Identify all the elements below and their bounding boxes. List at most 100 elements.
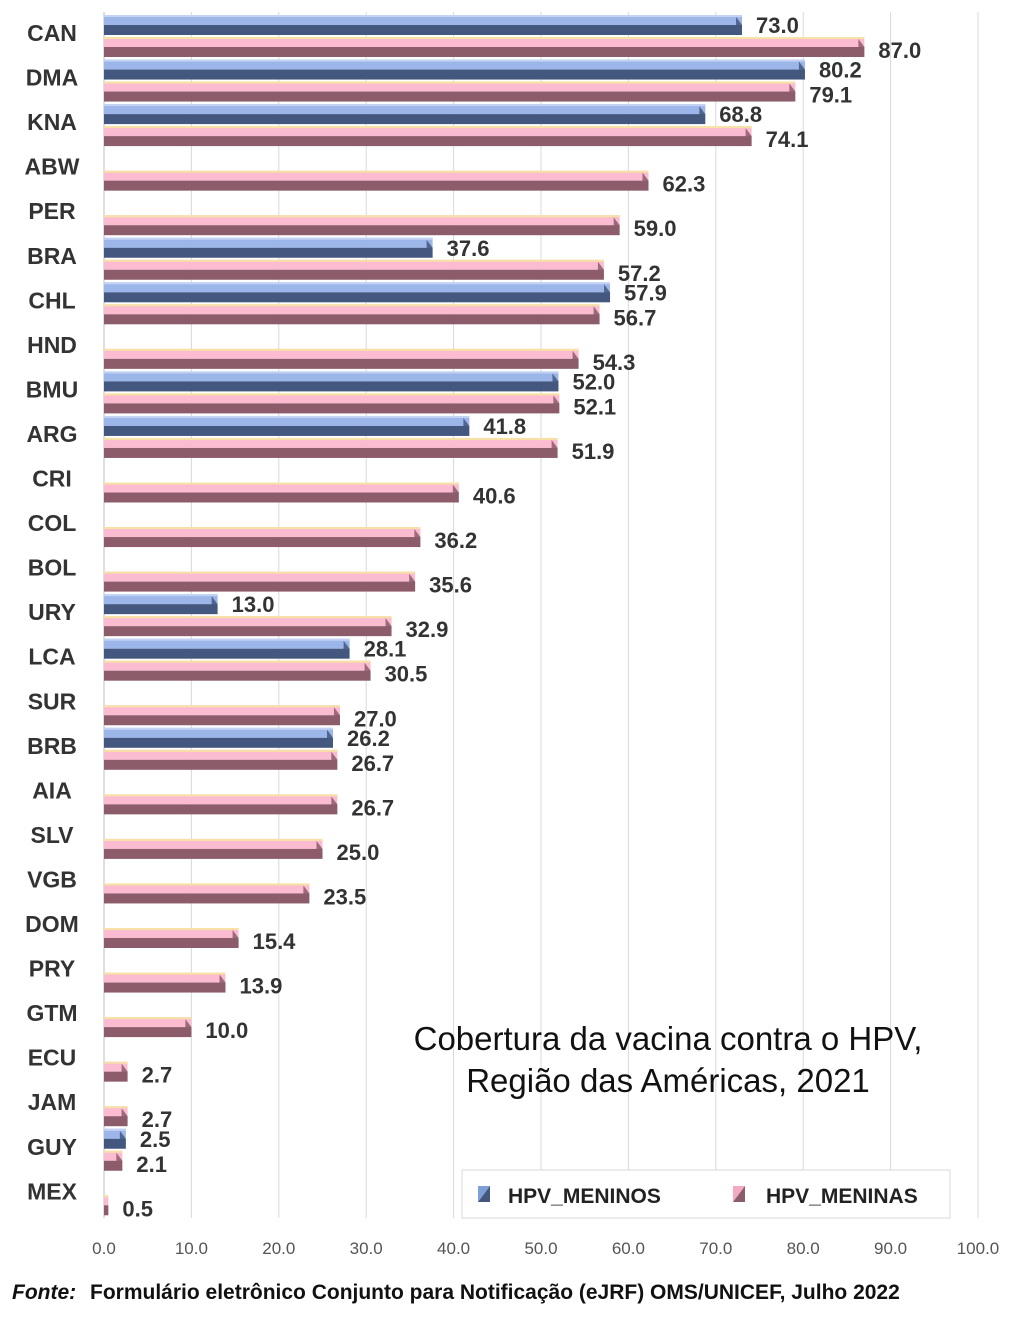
- value-label-meninas: 87.0: [878, 38, 921, 63]
- category-label: BOL: [28, 555, 77, 581]
- value-label-meninas: 59.0: [634, 216, 677, 241]
- category-label: MEX: [27, 1178, 78, 1204]
- category-label: BRA: [27, 243, 77, 269]
- legend-box: [461, 1169, 951, 1219]
- category-label: URY: [28, 599, 76, 625]
- bar-meninas: [104, 259, 604, 280]
- bar-meninas: [104, 348, 579, 369]
- bar-meninos: [104, 371, 559, 392]
- category-label: LCA: [28, 644, 75, 670]
- bar-meninas: [104, 883, 310, 904]
- source-note: Fonte: Formulário eletrônico Conjunto pa…: [12, 1281, 1012, 1305]
- source-text: Formulário eletrônico Conjunto para Noti…: [90, 1281, 900, 1304]
- category-label: PER: [28, 198, 76, 224]
- value-label-meninos: 28.1: [364, 637, 407, 662]
- x-tick-label: 60.0: [612, 1239, 645, 1258]
- value-label-meninos: 13.0: [232, 592, 275, 617]
- category-label: HND: [27, 332, 77, 358]
- category-label: COL: [28, 510, 77, 536]
- category-label: GTM: [26, 1000, 77, 1026]
- value-label-meninas: 25.0: [337, 840, 380, 865]
- value-label-meninas: 40.6: [473, 484, 516, 509]
- x-tick-label: 50.0: [524, 1239, 557, 1258]
- category-label: GUY: [27, 1134, 77, 1160]
- x-tick-label: 30.0: [350, 1239, 383, 1258]
- bar-meninos: [104, 282, 611, 303]
- bar-meninas: [104, 37, 865, 57]
- x-tick-label: 40.0: [437, 1239, 470, 1258]
- value-label-meninas: 2.1: [136, 1152, 167, 1177]
- x-tick-label: 80.0: [787, 1239, 820, 1258]
- value-label-meninas: 26.7: [351, 751, 394, 776]
- value-label-meninas: 27.0: [354, 706, 397, 731]
- category-label: BRB: [27, 733, 77, 759]
- value-label-meninas: 2.7: [142, 1063, 173, 1088]
- category-label: ARG: [26, 421, 77, 447]
- bar-meninas: [104, 928, 239, 948]
- value-label-meninos: 80.2: [819, 58, 862, 83]
- value-label-meninas: 32.9: [406, 617, 449, 642]
- bars: [104, 15, 865, 1216]
- category-label: CHL: [28, 287, 75, 313]
- chart-annotation-line-1: Cobertura da vacina contra o HPV,: [414, 1020, 923, 1057]
- value-label-meninas: 23.5: [323, 884, 366, 909]
- category-label: DOM: [25, 911, 79, 937]
- bar-meninos: [104, 15, 743, 35]
- value-label-meninas: 15.4: [253, 929, 297, 954]
- bar-meninas: [104, 838, 323, 859]
- value-label-meninos: 37.6: [447, 236, 490, 261]
- bar-meninos: [104, 59, 805, 80]
- value-label-meninos: 26.2: [347, 726, 390, 751]
- bar-meninos: [104, 415, 470, 436]
- category-label: SUR: [28, 688, 77, 714]
- bar-meninas: [104, 794, 338, 815]
- bar-meninas: [104, 1017, 192, 1038]
- value-label-meninas: 30.5: [385, 662, 428, 687]
- bar-meninas: [104, 1061, 128, 1082]
- bar-meninas: [104, 1150, 123, 1171]
- legend-label-meninas: HPV_MENINAS: [766, 1185, 918, 1208]
- bar-meninas: [104, 972, 226, 993]
- value-label-meninas: 74.1: [766, 127, 809, 152]
- value-label-meninas: 35.6: [429, 573, 472, 598]
- value-label-meninas: 56.7: [614, 305, 657, 330]
- x-tick-label: 10.0: [175, 1239, 208, 1258]
- category-label: DMA: [26, 65, 78, 91]
- value-label-meninas: 54.3: [593, 350, 636, 375]
- x-tick-label: 0.0: [92, 1239, 116, 1258]
- bar-meninas: [104, 1195, 109, 1216]
- bar-meninas: [104, 660, 371, 681]
- category-label: CAN: [27, 20, 77, 46]
- value-label-meninas: 62.3: [663, 172, 706, 197]
- value-label-meninas: 51.9: [572, 439, 615, 464]
- category-label: KNA: [27, 109, 77, 135]
- bar-meninas: [104, 749, 338, 770]
- labels: 0.0 10.0 20.0 30.0 40.0 50.0 60.0 70.0 80.0 90.0 1…: [25, 13, 1000, 1258]
- gridlines: [103, 12, 979, 1218]
- bar-meninas: [104, 571, 416, 592]
- legend-swatch-meninas: [733, 1186, 745, 1202]
- value-label-meninas: 13.9: [239, 974, 282, 999]
- category-label: ECU: [28, 1045, 77, 1071]
- source-label: Fonte:: [12, 1281, 77, 1304]
- value-label-meninos: 68.8: [719, 102, 762, 127]
- category-label: SLV: [30, 822, 74, 848]
- category-label: BMU: [26, 376, 78, 402]
- category-label: JAM: [28, 1089, 77, 1115]
- hpv-coverage-chart: 0.0 10.0 20.0 30.0 40.0 50.0 60.0 70.0 80.0 90.0 1…: [25, 12, 1000, 1258]
- x-tick-label: 90.0: [874, 1239, 907, 1258]
- bar-meninas: [104, 616, 392, 637]
- category-label: CRI: [32, 466, 72, 492]
- value-label-meninas: 36.2: [434, 528, 477, 553]
- value-label-meninas: 0.5: [122, 1196, 153, 1221]
- value-label-meninos: 57.9: [624, 280, 667, 305]
- value-label-meninos: 73.0: [756, 13, 799, 38]
- bar-meninas: [104, 393, 560, 414]
- value-label-meninos: 2.5: [140, 1127, 171, 1152]
- bar-meninas: [104, 482, 459, 503]
- value-label-meninas: 57.2: [618, 261, 661, 286]
- value-label-meninos: 52.0: [572, 369, 615, 394]
- chart-annotation-line-2: Região das Américas, 2021: [466, 1062, 870, 1099]
- value-label-meninas: 26.7: [351, 795, 394, 820]
- value-label-meninas: 10.0: [205, 1018, 248, 1043]
